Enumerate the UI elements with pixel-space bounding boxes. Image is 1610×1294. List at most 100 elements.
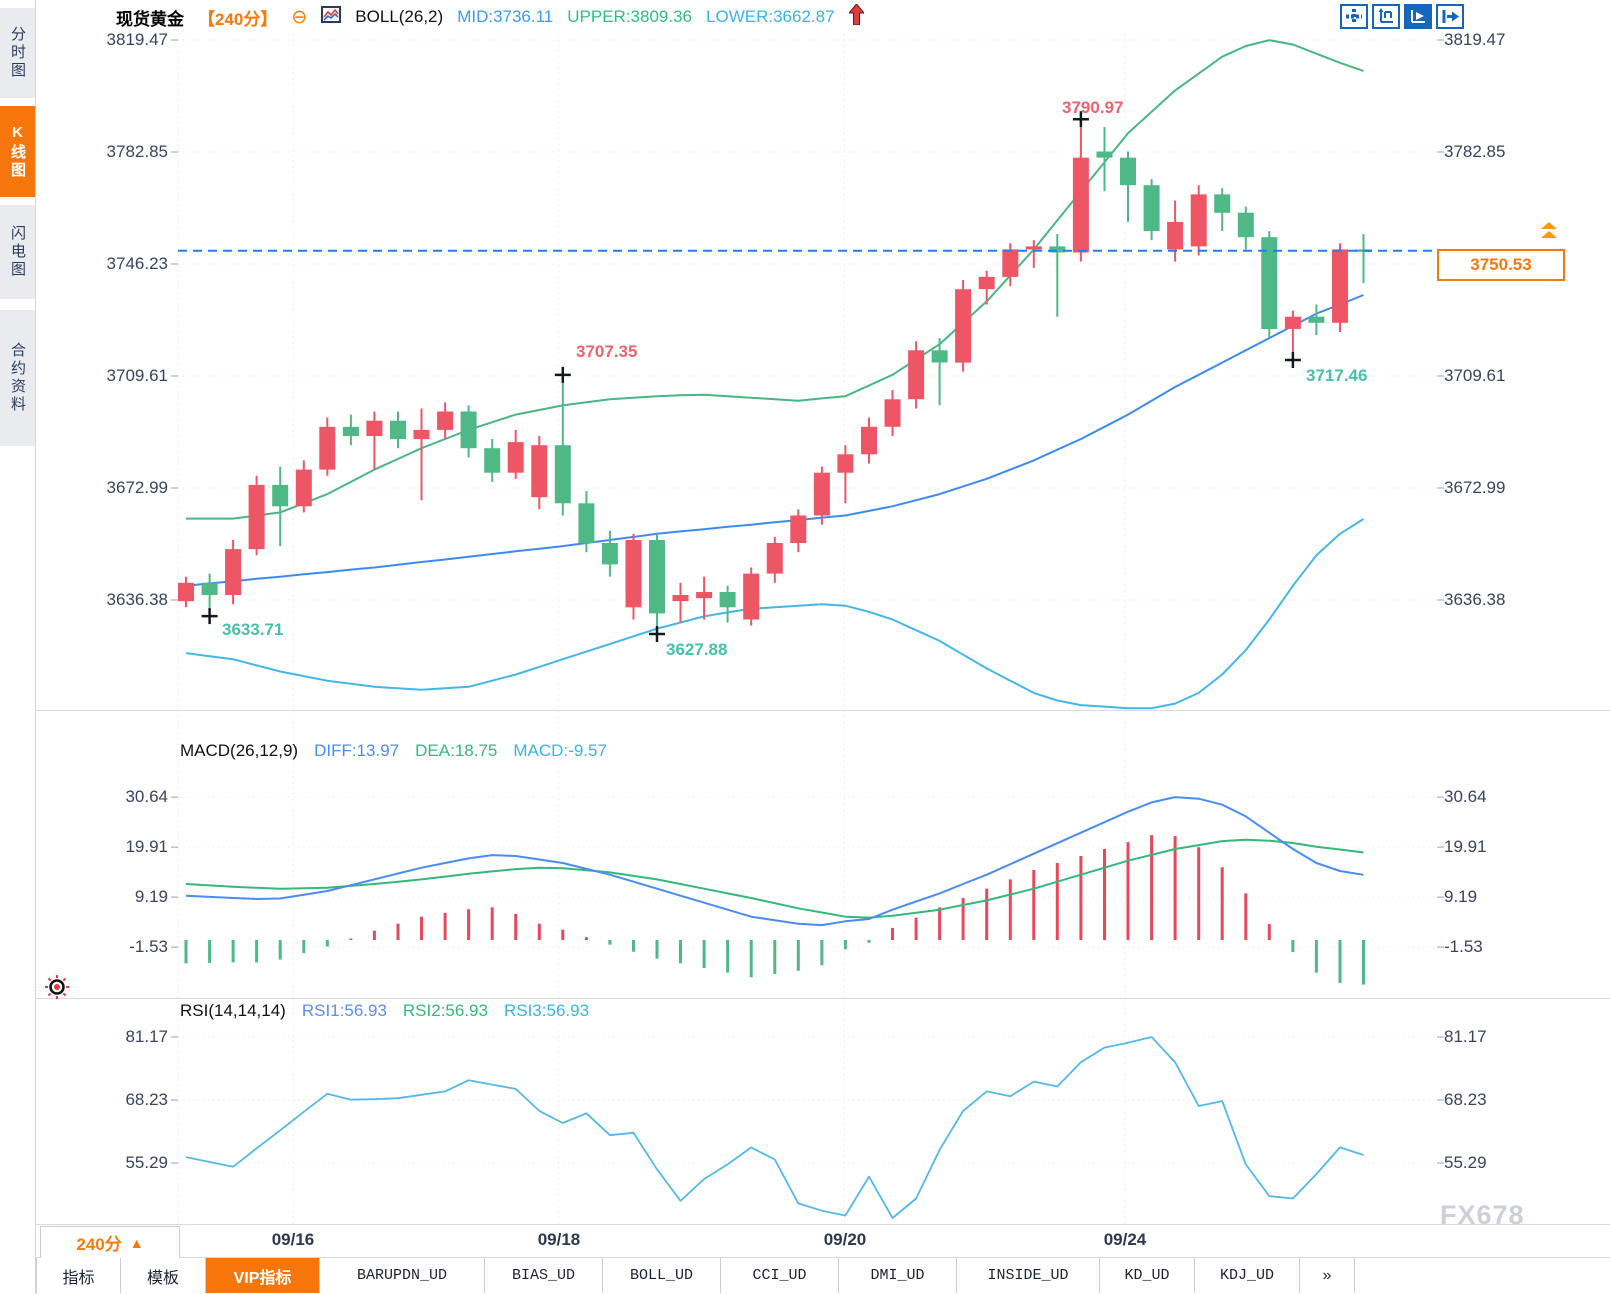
macd-axis-label: 19.91 [1444, 837, 1487, 856]
tab-label: INSIDE_UD [987, 1267, 1069, 1284]
tab-indicators[interactable]: 指标 [36, 1258, 121, 1293]
sidebar-tab-flash-chart[interactable]: 闪电图 [0, 205, 35, 299]
tab-vip-indicators[interactable]: VIP指标 [206, 1258, 320, 1293]
rsi3-value: RSI3:56.93 [503, 1001, 590, 1020]
tab-barupdn-ud[interactable]: BARUPDN_UD [320, 1258, 485, 1293]
rsi1-value: RSI1:56.93 [301, 1001, 387, 1020]
price-axis-label: 3782.85 [106, 142, 168, 161]
rsi-axis-label: 55.29 [1444, 1153, 1487, 1172]
sidebar-divider [35, 0, 36, 1294]
tab-label: BOLL_UD [629, 1267, 693, 1284]
annotation-low: 3627.88 [666, 640, 728, 659]
tab-more[interactable]: » [1300, 1258, 1355, 1293]
period-label: 【240分】 [198, 9, 278, 29]
rsi-name: RSI(14,14,14) [180, 1001, 286, 1020]
macd-axis-label: 30.64 [125, 787, 168, 806]
period-selector-label: 240分 [76, 1235, 122, 1254]
price-axis-label: 3746.23 [106, 254, 168, 273]
price-axis-label: 3709.61 [1444, 366, 1506, 385]
tab-label: BIAS_UD [511, 1267, 575, 1284]
tab-label: KD_UD [1124, 1267, 1170, 1284]
sidebar-tab-kline-chart[interactable]: K线图 [0, 106, 35, 197]
tab-label: CCI_UD [752, 1267, 807, 1284]
panel-divider [36, 998, 1610, 999]
tab-dmi-ud[interactable]: DMI_UD [839, 1258, 957, 1293]
rsi-axis-label: 81.17 [125, 1027, 168, 1046]
panel-divider [36, 1257, 1610, 1258]
chevron-up-icon: ▲ [129, 1234, 144, 1251]
tab-bias-ud[interactable]: BIAS_UD [485, 1258, 603, 1293]
price-axis-label: 3819.47 [106, 30, 168, 49]
indicator-tabbar: 指标 模板 VIP指标 BARUPDN_UD BIAS_UD BOLL_UD C… [36, 1258, 1355, 1293]
tab-kd-ud[interactable]: KD_UD [1100, 1258, 1195, 1293]
rsi-axis-label: 68.23 [125, 1090, 168, 1109]
tab-boll-ud[interactable]: BOLL_UD [603, 1258, 721, 1293]
tab-label: 模板 [146, 1269, 179, 1287]
macd-dea-value: DEA:18.75 [415, 741, 498, 760]
tab-label: DMI_UD [870, 1267, 925, 1284]
rsi2-value: RSI2:56.93 [402, 1001, 488, 1020]
chart-type-icon [321, 6, 342, 28]
sidebar-tab-label: K线图 [9, 123, 26, 180]
trend-up-arrow-icon [847, 3, 865, 30]
y-axis-scale-icon[interactable] [1372, 4, 1400, 29]
annotation-high: 3707.35 [576, 342, 638, 361]
sidebar-tab-label: 合约资料 [9, 342, 26, 414]
macd-diff-value: DIFF:13.97 [314, 741, 400, 760]
chart-header: 现货黄金 【240分】 ⊖ BOLL(26,2) MID:3736.11 UPP… [116, 3, 865, 30]
watermark: FX678 [1440, 1200, 1525, 1230]
tab-cci-ud[interactable]: CCI_UD [721, 1258, 839, 1293]
macd-header: MACD(26,12,9) DIFF:13.97 DEA:18.75 MACD:… [180, 741, 607, 761]
macd-axis-label: -1.53 [1444, 937, 1483, 956]
boll-upper-value: UPPER:3809.36 [567, 7, 693, 26]
price-axis-label: 3672.99 [106, 478, 168, 497]
x-axis-scale-icon[interactable] [1404, 4, 1432, 29]
annotation-low: 3717.46 [1306, 366, 1368, 385]
rsi-header: RSI(14,14,14) RSI1:56.93 RSI2:56.93 RSI3… [180, 1001, 589, 1021]
sidebar-tab-contract-info[interactable]: 合约资料 [0, 310, 35, 446]
indicator-name: BOLL(26,2) [355, 7, 444, 26]
price-axis-label: 3672.99 [1444, 478, 1506, 497]
date-axis-label: 09/24 [1103, 1230, 1147, 1249]
annotation-peak: 3790.97 [1062, 98, 1124, 117]
sidebar-tab-time-chart[interactable]: 分时图 [0, 8, 35, 98]
chevron-right-double-icon: » [1322, 1266, 1332, 1284]
panel-divider [36, 710, 1610, 711]
price-axis-label: 3819.47 [1444, 30, 1506, 49]
rsi-axis-label: 68.23 [1444, 1090, 1487, 1109]
tab-label: BARUPDN_UD [356, 1267, 447, 1284]
collapse-icon[interactable]: ⊖ [291, 6, 308, 28]
tab-kdj-ud[interactable]: KDJ_UD [1195, 1258, 1300, 1293]
price-axis-label: 3709.61 [106, 366, 168, 385]
macd-name: MACD(26,12,9) [180, 741, 299, 760]
tab-inside-ud[interactable]: INSIDE_UD [957, 1258, 1100, 1293]
date-axis-label: 09/20 [823, 1230, 867, 1249]
boll-mid-value: MID:3736.11 [457, 7, 554, 26]
macd-axis-label: -1.53 [129, 937, 168, 956]
panel-divider [36, 1224, 1610, 1225]
price-up-arrows-icon [1541, 222, 1557, 244]
sun-marker-icon [44, 974, 70, 1005]
price-axis-label: 3782.85 [1444, 142, 1506, 161]
tab-label: 指标 [62, 1269, 95, 1287]
current-price-tag: 3750.53 [1437, 249, 1565, 281]
price-axis-label: 3636.38 [106, 590, 168, 609]
move-icon[interactable] [1340, 4, 1368, 29]
macd-axis-label: 19.91 [125, 837, 168, 856]
sidebar-tab-label: 闪电图 [9, 225, 26, 279]
date-axis-label: 09/18 [537, 1230, 581, 1249]
pop-out-icon[interactable] [1436, 4, 1464, 29]
rsi-axis-label: 55.29 [125, 1153, 168, 1172]
tab-label: VIP指标 [233, 1269, 292, 1287]
macd-axis-label: 30.64 [1444, 787, 1487, 806]
period-selector[interactable]: 240分 ▲ [40, 1226, 180, 1259]
boll-lower-value: LOWER:3662.87 [706, 7, 835, 26]
symbol-title: 现货黄金 [116, 9, 184, 29]
tab-templates[interactable]: 模板 [121, 1258, 206, 1293]
macd-axis-label: 9.19 [134, 887, 168, 906]
macd-value: MACD:-9.57 [513, 741, 607, 760]
annotation-low: 3633.71 [222, 620, 284, 639]
date-axis-label: 09/16 [271, 1230, 315, 1249]
